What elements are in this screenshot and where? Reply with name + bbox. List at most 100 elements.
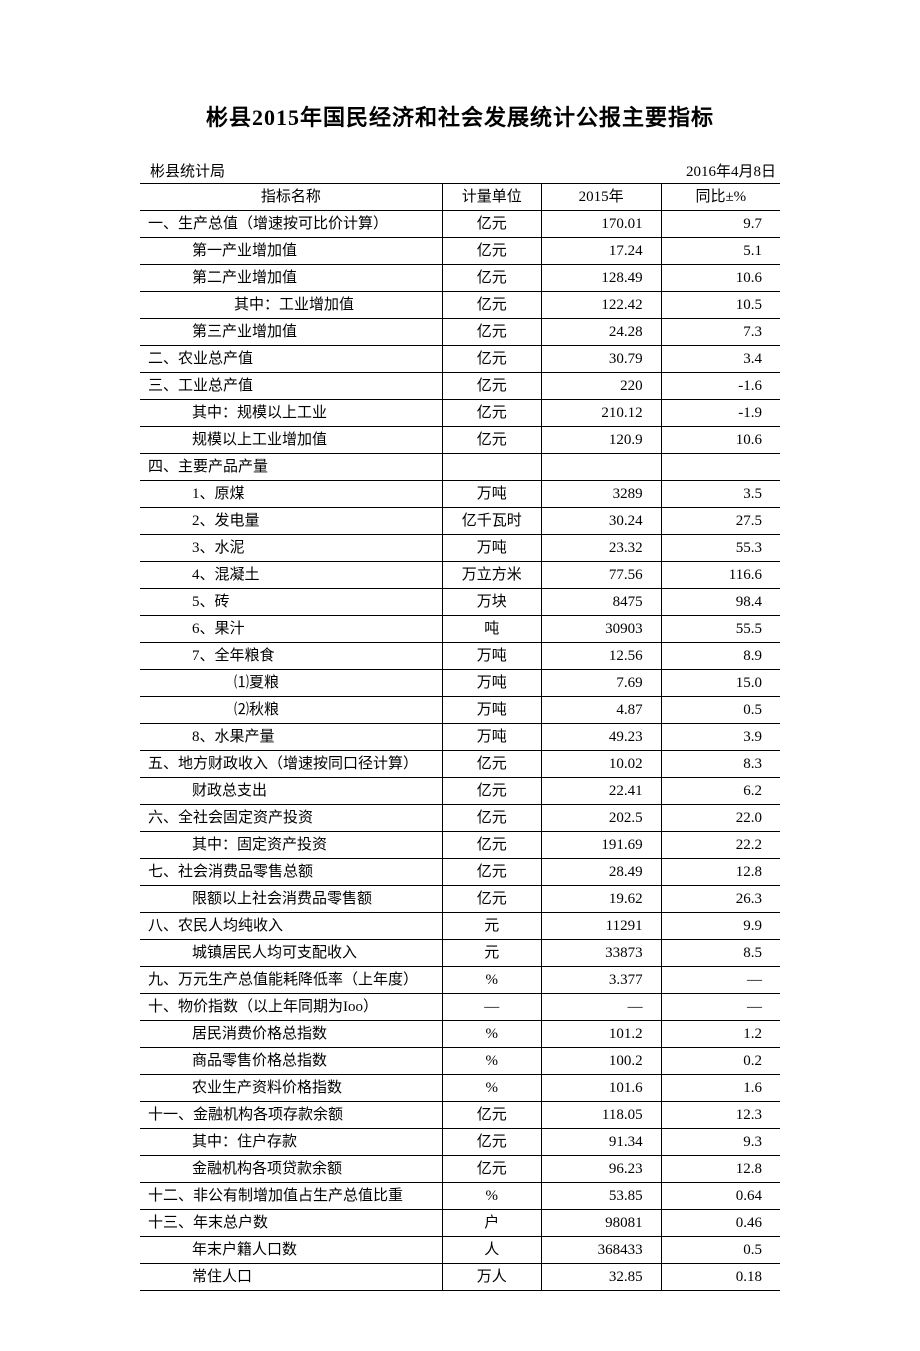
cell-unit: % (442, 1048, 541, 1075)
cell-unit: 万吨 (442, 643, 541, 670)
cell-yoy: 8.9 (661, 643, 780, 670)
cell-unit: 亿元 (442, 292, 541, 319)
table-row: 二、农业总产值亿元30.793.4 (140, 346, 780, 373)
cell-2015: 19.62 (541, 886, 661, 913)
cell-name: 4、混凝土 (140, 562, 442, 589)
cell-2015: 53.85 (541, 1183, 661, 1210)
cell-unit: 万吨 (442, 481, 541, 508)
cell-name: 6、果汁 (140, 616, 442, 643)
table-row: 其中：住户存款亿元91.349.3 (140, 1129, 780, 1156)
cell-2015: 191.69 (541, 832, 661, 859)
row-label: 6、果汁 (144, 618, 245, 640)
table-row: 六、全社会固定资产投资亿元202.522.0 (140, 805, 780, 832)
table-row: 居民消费价格总指数%101.21.2 (140, 1021, 780, 1048)
cell-name: 5、砖 (140, 589, 442, 616)
row-label: 三、工业总产值 (144, 375, 253, 397)
cell-yoy: 8.5 (661, 940, 780, 967)
table-row: 1、原煤万吨32893.5 (140, 481, 780, 508)
cell-yoy: 3.4 (661, 346, 780, 373)
row-label: 其中：规模以上工业 (144, 402, 327, 424)
cell-2015: 24.28 (541, 319, 661, 346)
cell-name: 农业生产资料价格指数 (140, 1075, 442, 1102)
table-row: 年末户籍人口数人3684330.5 (140, 1237, 780, 1264)
cell-2015: 122.42 (541, 292, 661, 319)
cell-name: 城镇居民人均可支配收入 (140, 940, 442, 967)
col-header-name: 指标名称 (140, 184, 442, 211)
row-label: 四、主要产品产量 (144, 456, 268, 478)
table-row: 一、生产总值（增速按可比价计算）亿元170.019.7 (140, 211, 780, 238)
cell-unit: 万人 (442, 1264, 541, 1291)
row-label: 七、社会消费品零售总额 (144, 861, 313, 883)
cell-2015: — (541, 994, 661, 1021)
row-label: 五、地方财政收入（增速按同口径计算） (144, 753, 418, 775)
cell-name: 八、农民人均纯收入 (140, 913, 442, 940)
cell-unit: 亿元 (442, 427, 541, 454)
cell-name: 五、地方财政收入（增速按同口径计算） (140, 751, 442, 778)
cell-2015: 100.2 (541, 1048, 661, 1075)
row-label: 十一、金融机构各项存款余额 (144, 1104, 343, 1126)
table-row: 三、工业总产值亿元220-1.6 (140, 373, 780, 400)
table-row: 其中：规模以上工业亿元210.12-1.9 (140, 400, 780, 427)
cell-2015: 30.24 (541, 508, 661, 535)
table-row: 限额以上社会消费品零售额亿元19.6226.3 (140, 886, 780, 913)
cell-unit: 万吨 (442, 670, 541, 697)
row-label: 居民消费价格总指数 (144, 1023, 327, 1045)
cell-unit: 人 (442, 1237, 541, 1264)
cell-unit: % (442, 967, 541, 994)
cell-2015: 30.79 (541, 346, 661, 373)
cell-name: 8、水果产量 (140, 724, 442, 751)
cell-unit: 亿元 (442, 1129, 541, 1156)
table-row: 5、砖万块847598.4 (140, 589, 780, 616)
cell-2015: 120.9 (541, 427, 661, 454)
cell-2015: 22.41 (541, 778, 661, 805)
cell-yoy: 22.0 (661, 805, 780, 832)
table-row: 第一产业增加值亿元17.245.1 (140, 238, 780, 265)
row-label: 年末户籍人口数 (144, 1239, 297, 1261)
row-label: ⑵秋粮 (144, 699, 279, 721)
cell-unit: 元 (442, 940, 541, 967)
cell-unit: 万块 (442, 589, 541, 616)
table-row: 常住人口万人32.850.18 (140, 1264, 780, 1291)
col-header-2015: 2015年 (541, 184, 661, 211)
cell-2015: 98081 (541, 1210, 661, 1237)
table-row: 财政总支出亿元22.416.2 (140, 778, 780, 805)
cell-unit: 元 (442, 913, 541, 940)
row-label: 八、农民人均纯收入 (144, 915, 283, 937)
cell-name: 其中：规模以上工业 (140, 400, 442, 427)
cell-yoy: 15.0 (661, 670, 780, 697)
cell-unit: 亿元 (442, 1156, 541, 1183)
table-row: 其中：固定资产投资亿元191.6922.2 (140, 832, 780, 859)
table-row: 4、混凝土万立方米77.56116.6 (140, 562, 780, 589)
row-label: 其中：工业增加值 (144, 294, 354, 316)
cell-yoy: 0.2 (661, 1048, 780, 1075)
meta-date: 2016年4月8日 (686, 160, 776, 181)
cell-unit: 亿元 (442, 1102, 541, 1129)
cell-yoy: -1.9 (661, 400, 780, 427)
cell-name: 七、社会消费品零售总额 (140, 859, 442, 886)
meta-org: 彬县统计局 (150, 160, 225, 181)
table-row: 3、水泥万吨23.3255.3 (140, 535, 780, 562)
cell-yoy: 10.6 (661, 427, 780, 454)
col-header-yoy: 同比±% (661, 184, 780, 211)
cell-name: 第一产业增加值 (140, 238, 442, 265)
cell-name: 一、生产总值（增速按可比价计算） (140, 211, 442, 238)
cell-name: 金融机构各项贷款余额 (140, 1156, 442, 1183)
cell-unit: 吨 (442, 616, 541, 643)
table-row: 第三产业增加值亿元24.287.3 (140, 319, 780, 346)
cell-name: 规模以上工业增加值 (140, 427, 442, 454)
cell-unit: 户 (442, 1210, 541, 1237)
cell-yoy: -1.6 (661, 373, 780, 400)
cell-name: 年末户籍人口数 (140, 1237, 442, 1264)
cell-unit (442, 454, 541, 481)
row-label: 其中：固定资产投资 (144, 834, 327, 856)
table-row: 十三、年末总户数户980810.46 (140, 1210, 780, 1237)
table-row: 其中：工业增加值亿元122.4210.5 (140, 292, 780, 319)
row-label: 其中：住户存款 (144, 1131, 297, 1153)
cell-name: 财政总支出 (140, 778, 442, 805)
cell-2015: 170.01 (541, 211, 661, 238)
row-label: 金融机构各项贷款余额 (144, 1158, 342, 1180)
row-label: 六、全社会固定资产投资 (144, 807, 313, 829)
row-label: 第一产业增加值 (144, 240, 297, 262)
cell-name: 2、发电量 (140, 508, 442, 535)
cell-yoy: 12.8 (661, 859, 780, 886)
